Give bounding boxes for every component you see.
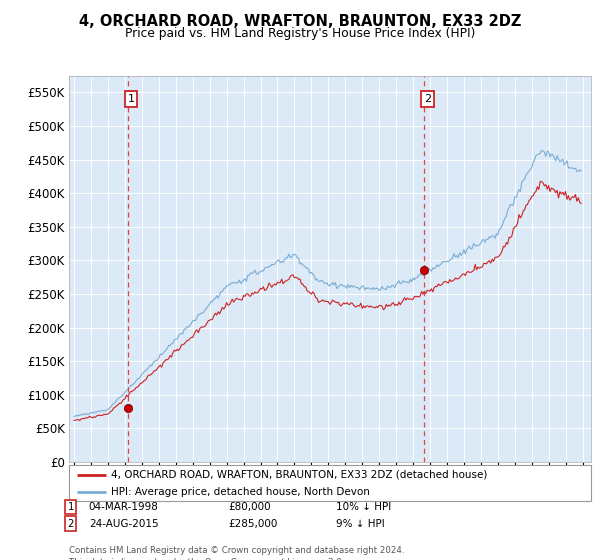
Text: 04-MAR-1998: 04-MAR-1998 — [89, 502, 158, 512]
Text: £80,000: £80,000 — [228, 502, 271, 512]
Text: Price paid vs. HM Land Registry's House Price Index (HPI): Price paid vs. HM Land Registry's House … — [125, 27, 475, 40]
Text: 2: 2 — [424, 94, 431, 104]
Text: 10% ↓ HPI: 10% ↓ HPI — [336, 502, 391, 512]
Text: 9% ↓ HPI: 9% ↓ HPI — [336, 519, 385, 529]
Text: Contains HM Land Registry data © Crown copyright and database right 2024.
This d: Contains HM Land Registry data © Crown c… — [69, 546, 404, 560]
Text: 4, ORCHARD ROAD, WRAFTON, BRAUNTON, EX33 2DZ: 4, ORCHARD ROAD, WRAFTON, BRAUNTON, EX33… — [79, 14, 521, 29]
Text: 24-AUG-2015: 24-AUG-2015 — [89, 519, 158, 529]
Text: 1: 1 — [68, 502, 74, 512]
Text: 4, ORCHARD ROAD, WRAFTON, BRAUNTON, EX33 2DZ (detached house): 4, ORCHARD ROAD, WRAFTON, BRAUNTON, EX33… — [111, 470, 487, 480]
Text: HPI: Average price, detached house, North Devon: HPI: Average price, detached house, Nort… — [111, 487, 370, 497]
Text: £285,000: £285,000 — [228, 519, 277, 529]
Text: 2: 2 — [68, 519, 74, 529]
FancyBboxPatch shape — [69, 465, 591, 501]
Text: 1: 1 — [128, 94, 134, 104]
